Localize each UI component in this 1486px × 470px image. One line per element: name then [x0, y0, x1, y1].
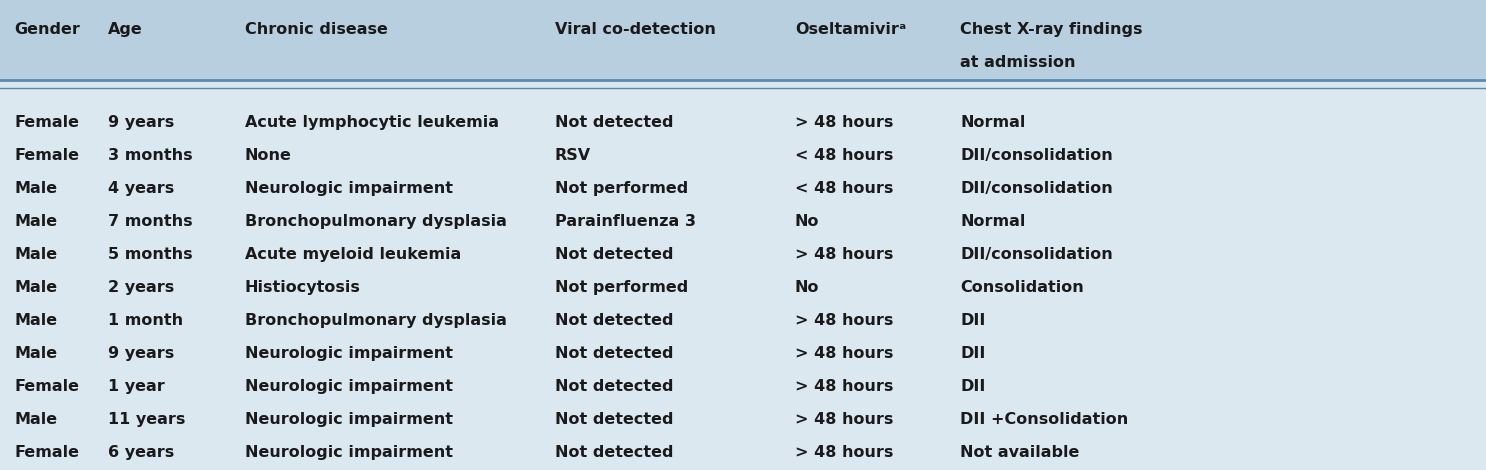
Text: < 48 hours: < 48 hours: [795, 181, 893, 196]
Text: No: No: [795, 214, 819, 229]
Text: Neurologic impairment: Neurologic impairment: [245, 445, 453, 460]
Text: 2 years: 2 years: [108, 280, 174, 295]
Text: Consolidation: Consolidation: [960, 280, 1083, 295]
Text: DII/consolidation: DII/consolidation: [960, 181, 1113, 196]
Text: Not detected: Not detected: [554, 379, 673, 394]
Text: Female: Female: [13, 445, 79, 460]
Text: Normal: Normal: [960, 115, 1025, 130]
Text: Oseltamivirᵃ: Oseltamivirᵃ: [795, 22, 906, 37]
Text: 1 month: 1 month: [108, 313, 183, 328]
Text: DII/consolidation: DII/consolidation: [960, 247, 1113, 262]
Text: Acute lymphocytic leukemia: Acute lymphocytic leukemia: [245, 115, 499, 130]
Text: 4 years: 4 years: [108, 181, 174, 196]
Text: DII: DII: [960, 313, 985, 328]
Text: Neurologic impairment: Neurologic impairment: [245, 181, 453, 196]
Text: Not performed: Not performed: [554, 280, 688, 295]
Text: Female: Female: [13, 379, 79, 394]
Text: Not detected: Not detected: [554, 247, 673, 262]
Text: Chest X-ray findings: Chest X-ray findings: [960, 22, 1143, 37]
Text: Age: Age: [108, 22, 143, 37]
Text: Female: Female: [13, 148, 79, 163]
Text: Not detected: Not detected: [554, 346, 673, 361]
Text: Male: Male: [13, 247, 56, 262]
Text: 7 months: 7 months: [108, 214, 193, 229]
Text: Male: Male: [13, 313, 56, 328]
Text: Male: Male: [13, 181, 56, 196]
Text: None: None: [245, 148, 291, 163]
Text: 9 years: 9 years: [108, 115, 174, 130]
Text: Male: Male: [13, 214, 56, 229]
Text: 1 year: 1 year: [108, 379, 165, 394]
Text: Bronchopulmonary dysplasia: Bronchopulmonary dysplasia: [245, 214, 507, 229]
Text: Male: Male: [13, 412, 56, 427]
Text: Male: Male: [13, 280, 56, 295]
Text: > 48 hours: > 48 hours: [795, 313, 893, 328]
Text: Not performed: Not performed: [554, 181, 688, 196]
Text: > 48 hours: > 48 hours: [795, 412, 893, 427]
Text: Female: Female: [13, 115, 79, 130]
Text: DII: DII: [960, 346, 985, 361]
Text: Not available: Not available: [960, 445, 1079, 460]
Text: Histiocytosis: Histiocytosis: [245, 280, 361, 295]
Text: Acute myeloid leukemia: Acute myeloid leukemia: [245, 247, 461, 262]
Text: Not detected: Not detected: [554, 313, 673, 328]
Text: Normal: Normal: [960, 214, 1025, 229]
Text: > 48 hours: > 48 hours: [795, 346, 893, 361]
Text: Not detected: Not detected: [554, 412, 673, 427]
Text: Neurologic impairment: Neurologic impairment: [245, 412, 453, 427]
Text: DII/consolidation: DII/consolidation: [960, 148, 1113, 163]
Text: Male: Male: [13, 346, 56, 361]
Text: Not detected: Not detected: [554, 445, 673, 460]
Text: Parainfluenza 3: Parainfluenza 3: [554, 214, 695, 229]
Text: 9 years: 9 years: [108, 346, 174, 361]
Text: 11 years: 11 years: [108, 412, 186, 427]
Text: RSV: RSV: [554, 148, 591, 163]
Text: < 48 hours: < 48 hours: [795, 148, 893, 163]
Text: > 48 hours: > 48 hours: [795, 445, 893, 460]
Text: 5 months: 5 months: [108, 247, 193, 262]
Text: Neurologic impairment: Neurologic impairment: [245, 379, 453, 394]
Text: Chronic disease: Chronic disease: [245, 22, 388, 37]
Text: Bronchopulmonary dysplasia: Bronchopulmonary dysplasia: [245, 313, 507, 328]
Text: Gender: Gender: [13, 22, 80, 37]
Text: DII: DII: [960, 379, 985, 394]
Text: No: No: [795, 280, 819, 295]
Text: > 48 hours: > 48 hours: [795, 115, 893, 130]
Text: 3 months: 3 months: [108, 148, 193, 163]
Text: Not detected: Not detected: [554, 115, 673, 130]
Text: 6 years: 6 years: [108, 445, 174, 460]
Text: > 48 hours: > 48 hours: [795, 379, 893, 394]
Text: Viral co-detection: Viral co-detection: [554, 22, 716, 37]
Text: > 48 hours: > 48 hours: [795, 247, 893, 262]
Bar: [0, 0, 1486, 80]
Text: at admission: at admission: [960, 55, 1076, 70]
Text: Neurologic impairment: Neurologic impairment: [245, 346, 453, 361]
Text: DII +Consolidation: DII +Consolidation: [960, 412, 1128, 427]
